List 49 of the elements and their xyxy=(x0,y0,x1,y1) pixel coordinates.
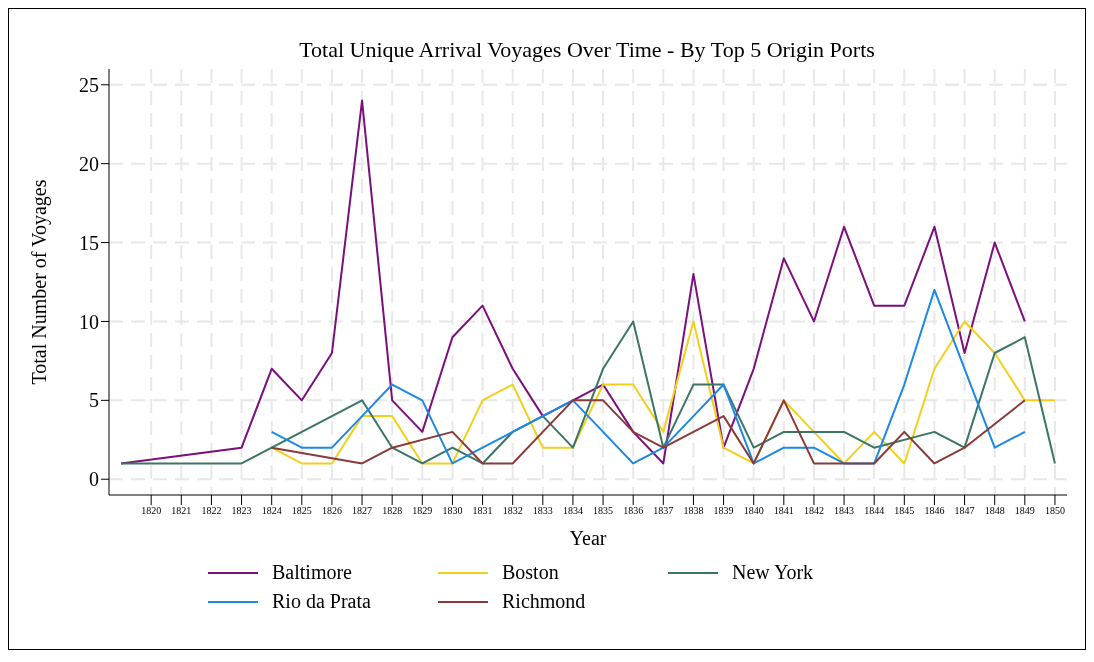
legend-label: Rio da Prata xyxy=(272,590,371,613)
line-series xyxy=(120,320,1056,465)
y-tick-label: 20 xyxy=(79,152,99,175)
y-tick-label: 0 xyxy=(89,468,99,491)
legend-label: New York xyxy=(732,561,814,584)
y-tick-label: 10 xyxy=(79,310,99,333)
x-tick-label: 1820 xyxy=(141,505,162,517)
x-tick-label: 1844 xyxy=(864,505,885,517)
y-tick-label: 15 xyxy=(79,231,99,254)
x-tick-label: 1842 xyxy=(803,505,824,517)
x-tick-label: 1841 xyxy=(773,505,794,517)
x-tick-label: 1833 xyxy=(532,505,553,517)
x-axis-title: Year xyxy=(569,527,607,549)
x-tick-label: 1827 xyxy=(352,505,373,517)
y-axis-title: Total Number of Voyages xyxy=(28,179,52,385)
line-series xyxy=(270,320,1056,465)
x-tick-label: 1834 xyxy=(562,505,583,517)
line-series xyxy=(270,288,1026,465)
chart-title: Total Unique Arrival Voyages Over Time - By Top 5 Origin Ports xyxy=(298,37,876,63)
x-tick-label: 1831 xyxy=(472,505,493,517)
x-tick-label: 1825 xyxy=(291,505,312,517)
legend-label: Boston xyxy=(502,561,559,584)
x-tick-label: 1843 xyxy=(834,505,855,517)
x-tick-label: 1850 xyxy=(1044,505,1065,517)
x-tick-label: 1828 xyxy=(382,505,403,517)
x-tick-label: 1847 xyxy=(954,505,975,517)
y-tick-label: 25 xyxy=(79,73,99,96)
x-tick-label: 1824 xyxy=(261,505,282,517)
x-tick-label: 1832 xyxy=(502,505,523,517)
x-tick-label: 1826 xyxy=(321,505,342,517)
x-tick-label: 1836 xyxy=(623,505,644,517)
x-tick-label: 1838 xyxy=(683,505,704,517)
x-tick-label: 1823 xyxy=(231,505,252,517)
x-tick-label: 1846 xyxy=(924,505,945,517)
x-tick-label: 1821 xyxy=(171,505,192,517)
x-tick-label: 1835 xyxy=(593,505,614,517)
legend-label: Richmond xyxy=(502,590,586,613)
x-tick-label: 1840 xyxy=(743,505,764,517)
legend-label: Baltimore xyxy=(272,561,352,584)
x-tick-label: 1848 xyxy=(984,505,1005,517)
x-tick-label: 1830 xyxy=(442,505,463,517)
x-tick-label: 1839 xyxy=(713,505,734,517)
x-tick-label: 1845 xyxy=(894,505,915,517)
x-tick-label: 1829 xyxy=(412,505,433,517)
x-tick-label: 1837 xyxy=(653,505,674,517)
x-tick-label: 1849 xyxy=(1014,505,1035,517)
x-tick-label: 1822 xyxy=(201,505,222,517)
line-series xyxy=(270,399,1026,465)
y-tick-label: 5 xyxy=(89,389,99,412)
